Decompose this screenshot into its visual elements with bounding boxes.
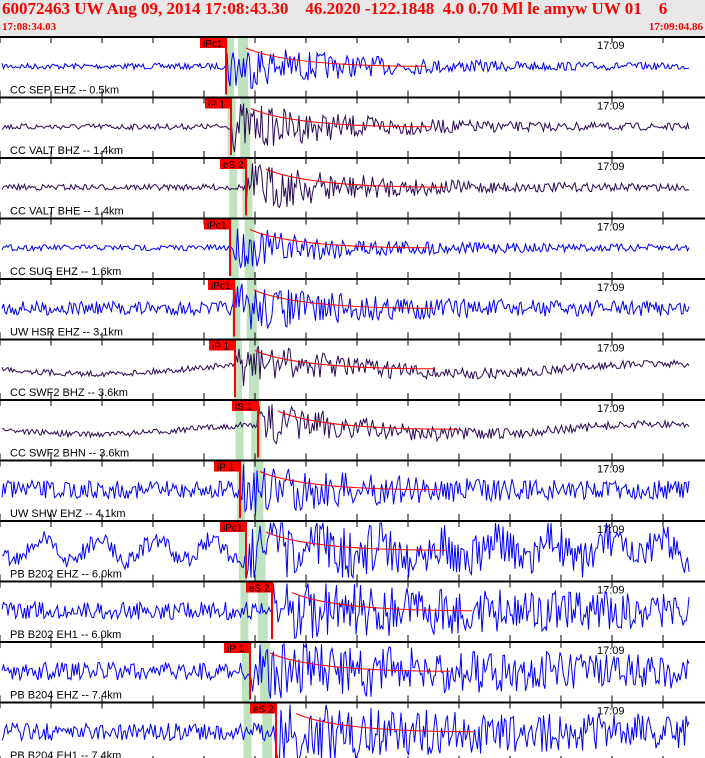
time-tick-label: 17:09 — [597, 706, 625, 718]
phase-pick-label: iS 1 — [235, 402, 253, 413]
s-window-band — [255, 520, 266, 581]
phase-pick-label: iP 1 — [227, 644, 244, 655]
coda-fit-line — [249, 229, 431, 249]
waveform — [1, 704, 690, 758]
trace-label: CC SEP EHZ -- 0.5km — [10, 85, 119, 97]
s-window-band — [262, 701, 273, 758]
time-tick-label: 17:09 — [597, 282, 625, 294]
trace-label: PB B204 EHZ -- 7.4km — [10, 690, 122, 702]
coda-fit-line — [245, 47, 427, 67]
coda-fit-line — [253, 289, 435, 309]
p-window-band — [237, 459, 246, 520]
phase-pick-label: iPc1 — [223, 523, 243, 534]
phase-pick-flag — [232, 401, 258, 411]
trace-label: CC SWF2 BHZ -- 3.6km — [10, 387, 128, 399]
trace-label: CC SUG EHZ -- 1.6km — [10, 266, 121, 278]
trace-label: CC VALT BHZ -- 1.4km — [10, 145, 123, 157]
p-window-band — [235, 399, 244, 460]
header-bar: 60072463 UW Aug 09, 2014 17:08:43.30 46.… — [0, 0, 705, 36]
phase-pick-flag — [204, 219, 230, 230]
phase-pick-flag — [250, 703, 276, 714]
coda-fit-line — [265, 168, 447, 188]
waveform — [1, 163, 690, 209]
coda-fit-line — [265, 531, 447, 551]
phase-pick-flag — [209, 340, 235, 351]
trace-label: UW HSR EHZ -- 3.1km — [10, 327, 123, 339]
seismogram-plot: 17:09 iPc1 CC SEP EHZ -- 0.5km 17:09 iP 1 CC … — [0, 36, 705, 758]
event-title: 60072463 UW Aug 09, 2014 17:08:43.30 46.… — [2, 0, 668, 18]
phase-pick-flag — [220, 159, 246, 169]
p-window-band — [230, 217, 239, 278]
phase-pick-label: eS 2 — [253, 705, 274, 716]
phase-pick-flag — [205, 98, 231, 109]
phase-pick-label: eS 2 — [223, 160, 244, 171]
phase-pick-label: iPc1 — [207, 221, 227, 232]
trace-label: PB B202 EHZ -- 6.0km — [10, 569, 122, 581]
coda-fit-line — [295, 713, 477, 733]
waveform — [1, 583, 690, 639]
waveform — [1, 49, 690, 89]
time-tick-label: 17:09 — [597, 222, 625, 234]
time-tick-label: 17:09 — [597, 343, 625, 355]
s-window-band — [249, 338, 259, 399]
waveform — [1, 464, 690, 516]
p-window-band — [238, 520, 247, 581]
waveform — [1, 228, 690, 269]
end-time: 17:09:04.86 — [648, 21, 703, 33]
time-tick-label: 17:09 — [597, 403, 625, 415]
phase-pick-flag — [220, 522, 246, 532]
p-window-band — [234, 338, 242, 399]
waveform — [1, 403, 690, 445]
time-tick-label: 17:09 — [597, 101, 625, 113]
waveform — [1, 103, 690, 153]
time-tick-label: 17:09 — [597, 464, 625, 476]
waveform — [1, 346, 690, 387]
time-tick-label: 17:09 — [597, 645, 625, 657]
coda-fit-line — [291, 592, 473, 612]
p-window-band — [232, 278, 241, 339]
trace-label: PB B204 EH1 -- 7.4km — [10, 750, 121, 758]
trace-label: CC SWF2 BHN -- 3.6km — [10, 448, 129, 460]
start-time: 17:08:34.03 — [2, 21, 57, 33]
phase-pick-label: iP 1 — [212, 342, 229, 353]
trace-label: CC VALT BHE -- 1.4km — [10, 206, 124, 218]
s-window-band — [244, 217, 255, 278]
phase-pick-label: iP 1 — [208, 100, 225, 111]
coda-fit-line — [269, 652, 451, 672]
coda-fit-line — [250, 108, 432, 128]
coda-fit-line — [254, 350, 436, 370]
coda-fit-line — [277, 410, 459, 430]
phase-pick-label: iP 1 — [217, 463, 234, 474]
p-window-band — [229, 157, 238, 218]
trace-label: UW SHW EHZ -- 4.1km — [10, 508, 126, 520]
s-window-band — [240, 96, 251, 157]
phase-pick-label: eS 2 — [249, 584, 270, 595]
coda-fit-line — [259, 471, 441, 491]
time-tick-label: 17:09 — [597, 40, 625, 52]
phase-pick-flag — [246, 582, 272, 593]
phase-pick-flag — [214, 461, 240, 472]
phase-pick-flag — [208, 280, 234, 290]
phase-pick-flag — [200, 38, 226, 48]
p-window-band — [242, 641, 250, 702]
phase-pick-flag — [224, 643, 250, 653]
s-window-band — [251, 399, 262, 460]
time-tick-label: 17:09 — [597, 161, 625, 173]
p-window-band — [226, 36, 234, 97]
trace-label: PB B202 EH1 -- 6.0km — [10, 629, 121, 641]
waveform — [1, 521, 690, 580]
s-window-band — [260, 641, 270, 702]
phase-pick-label: iPc1 — [203, 39, 223, 50]
phase-pick-label: iPc1 — [211, 281, 231, 292]
waveform — [1, 283, 690, 330]
waveform — [1, 642, 690, 699]
time-tick-label: 17:09 — [597, 585, 625, 597]
